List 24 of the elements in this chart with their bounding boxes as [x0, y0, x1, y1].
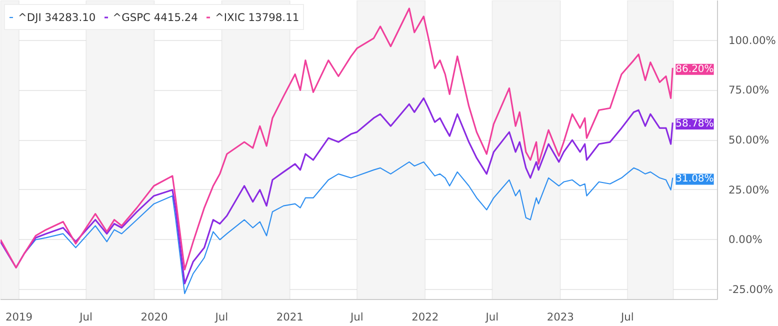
- line-series: [0, 97, 674, 284]
- y-tick-label: -25.00%: [728, 283, 773, 296]
- x-tick-label: 2019: [5, 310, 33, 324]
- x-tick-label: 2023: [546, 310, 574, 324]
- legend-label: ^DJI 34283.10: [18, 10, 96, 24]
- line-series: [0, 8, 674, 270]
- x-tick-label: Jul: [350, 310, 364, 324]
- y-tick-label: 50.00%: [728, 134, 770, 147]
- x-tick-label: 2021: [276, 310, 304, 324]
- y-tick-label: 100.00%: [728, 34, 776, 47]
- annotation: 58.78%: [676, 118, 714, 130]
- legend-label: ^GSPC 4415.24: [112, 10, 198, 24]
- x-tick-label: 2022: [412, 310, 439, 324]
- y-tick-label: 75.00%: [728, 84, 770, 97]
- annotation: 31.08%: [676, 174, 714, 185]
- x-tick-label: 2020: [140, 310, 168, 324]
- legend-label: ^IXIC 13798.11: [214, 10, 300, 24]
- x-tick-label: Jul: [214, 310, 228, 324]
- annotation: 86.20%: [676, 64, 714, 75]
- y-tick-label: 25.00%: [728, 183, 770, 196]
- x-tick-label: Jul: [484, 310, 499, 324]
- x-tick-label: Jul: [620, 310, 634, 324]
- y-tick-label: 0.00%: [728, 233, 762, 246]
- x-tick-label: Jul: [78, 310, 93, 324]
